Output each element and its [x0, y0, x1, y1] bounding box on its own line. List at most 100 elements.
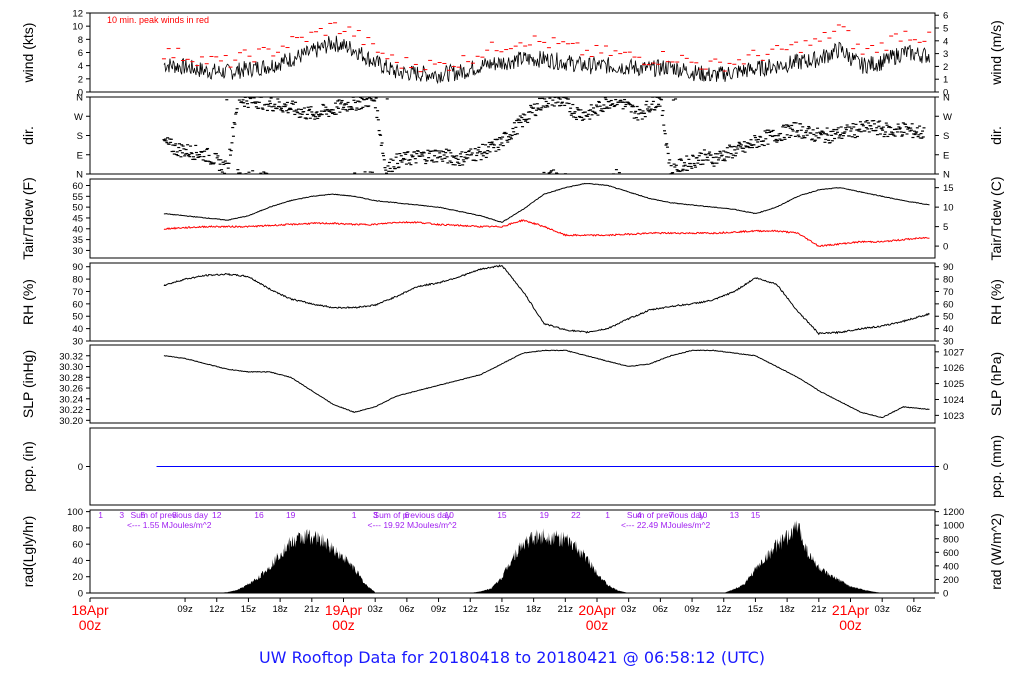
radiation-hour-marker: 3: [373, 510, 378, 520]
precip-ylabel-left: pcp. (in): [20, 441, 36, 492]
rh-ytick-label-left: 60: [72, 299, 83, 310]
radiation-daily-total-value: <--- 22.49 MJoules/m^2: [621, 520, 711, 530]
wind-ytick-label-left: 0: [78, 88, 83, 99]
radiation-ytick-label-right: 800: [943, 534, 959, 545]
wind-ytick-label-right: 1: [943, 75, 948, 86]
wind-ytick-label-right: 0: [943, 88, 948, 99]
radiation-ylabel-right: rad (W/m^2): [988, 513, 1004, 590]
date-label-day: 20Apr: [578, 602, 616, 618]
time-tick-label: 21z: [304, 604, 320, 615]
direction-ytick-label-left: N: [76, 93, 83, 104]
radiation-hour-marker: 1: [605, 510, 610, 520]
radiation-hour-marker: 16: [254, 510, 264, 520]
direction-ylabel-right: dir.: [988, 126, 1004, 145]
radiation-ytick-label-right: 200: [943, 575, 959, 586]
direction-ytick-label-left: N: [76, 170, 83, 181]
date-label-hour: 00z: [332, 617, 355, 633]
date-label-day: 19Apr: [325, 602, 363, 618]
direction-ytick-label-right: N: [943, 170, 950, 181]
temperature-ytick-label-left: 45: [72, 213, 83, 224]
wind-ytick-label-right: 2: [943, 62, 948, 73]
rh-panel-frame: [89, 262, 936, 342]
rh-ytick-label-right: 30: [943, 337, 954, 348]
temperature-ytick-label-right: 5: [943, 222, 948, 233]
wind-ytick-label-right: 6: [943, 11, 948, 22]
radiation-area-day-2: [470, 528, 629, 593]
pressure-ytick-label-left: 30.20: [59, 416, 83, 427]
page-title: UW Rooftop Data for 20180418 to 20180421…: [258, 648, 766, 667]
rh-ytick-label-left: 80: [72, 275, 83, 286]
radiation-ytick-label-right: 0: [943, 589, 948, 600]
pressure-series-0-line: [163, 349, 930, 419]
pressure-ytick-label-left: 30.26: [59, 384, 83, 395]
time-tick-label: 12z: [716, 604, 732, 615]
radiation-ytick-label-left: 80: [72, 523, 83, 534]
rh-ylabel-right: RH (%): [988, 279, 1004, 325]
radiation-daily-total-label: Sum of previous day: [373, 510, 451, 520]
time-tick-label: 06z: [653, 604, 669, 615]
precip-ylabel-right: pcp. (mm): [988, 435, 1004, 498]
radiation-hour-marker: 8: [172, 510, 177, 520]
time-tick-label: 09z: [684, 604, 700, 615]
radiation-hour-marker: 10: [444, 510, 454, 520]
pressure-ytick-label-right: 1027: [943, 347, 964, 358]
radiation-hour-marker: 15: [497, 510, 507, 520]
rh-ytick-label-right: 90: [943, 262, 954, 273]
temperature-ytick-label-right: 10: [943, 203, 954, 214]
temperature-ylabel-right: Tair/Tdew (C): [988, 176, 1004, 260]
precip-ytick-label-right: 0: [943, 462, 948, 473]
wind-ylabel-right: wind (m/s): [988, 20, 1004, 86]
temperature-series-0-line: [163, 182, 930, 223]
time-tick-label: 15z: [494, 604, 510, 615]
date-label-hour: 00z: [586, 617, 609, 633]
wind-ytick-label-left: 2: [78, 74, 83, 85]
rh-ytick-label-right: 80: [943, 275, 954, 286]
radiation-ytick-label-right: 1000: [943, 521, 964, 532]
radiation-ytick-label-left: 20: [72, 572, 83, 583]
rh-series-0-line: [163, 264, 930, 336]
radiation-hour-marker: 4: [637, 510, 642, 520]
radiation-hour-marker: 12: [212, 510, 222, 520]
date-label-day: 21Apr: [832, 602, 870, 618]
time-tick-label: 18z: [272, 604, 288, 615]
radiation-hour-marker: 1: [98, 510, 103, 520]
radiation-hour-marker: 19: [286, 510, 296, 520]
direction-ylabel-left: dir.: [20, 126, 36, 145]
wind-ytick-label-left: 8: [78, 35, 83, 46]
time-tick-label: 06z: [399, 604, 415, 615]
time-tick-label: 09z: [177, 604, 193, 615]
direction-ytick-label-left: E: [77, 150, 83, 161]
pressure-ytick-label-right: 1023: [943, 411, 964, 422]
direction-ytick-label-right: E: [943, 150, 949, 161]
wind-ytick-label-left: 10: [72, 22, 83, 33]
rh-ytick-label-left: 70: [72, 287, 83, 298]
time-tick-label: 06z: [906, 604, 922, 615]
precip-ytick-label-left: 0: [78, 462, 83, 473]
radiation-hour-marker: 10: [698, 510, 708, 520]
radiation-area-day-1: [216, 529, 376, 593]
time-tick-label: 18z: [779, 604, 795, 615]
radiation-hour-marker: 3: [119, 510, 124, 520]
pressure-ytick-label-left: 30.28: [59, 373, 83, 384]
rh-ytick-label-right: 60: [943, 299, 954, 310]
direction-ytick-label-right: N: [943, 93, 950, 104]
radiation-daily-total-label: Sum of previous day: [130, 510, 208, 520]
rh-ytick-label-left: 40: [72, 324, 83, 335]
time-tick-label: 21z: [558, 604, 574, 615]
wind-ytick-label-left: 4: [78, 61, 83, 72]
rh-ytick-label-right: 50: [943, 312, 954, 323]
radiation-ytick-label-right: 600: [943, 548, 959, 559]
radiation-hour-marker: 15: [751, 510, 761, 520]
pressure-ytick-label-right: 1026: [943, 363, 964, 374]
date-label-hour: 00z: [839, 617, 862, 633]
rh-ylabel-left: RH (%): [20, 279, 36, 325]
wind-ytick-label-right: 5: [943, 24, 948, 35]
wind-ytick-label-right: 3: [943, 49, 948, 60]
time-tick-label: 15z: [241, 604, 257, 615]
radiation-hour-marker: 6: [405, 510, 410, 520]
direction-ytick-label-right: W: [943, 112, 952, 123]
date-label-hour: 00z: [79, 617, 102, 633]
radiation-ytick-label-right: 1200: [943, 507, 964, 518]
temperature-ytick-label-right: 15: [943, 183, 954, 194]
temperature-ytick-label-right: 0: [943, 242, 948, 253]
